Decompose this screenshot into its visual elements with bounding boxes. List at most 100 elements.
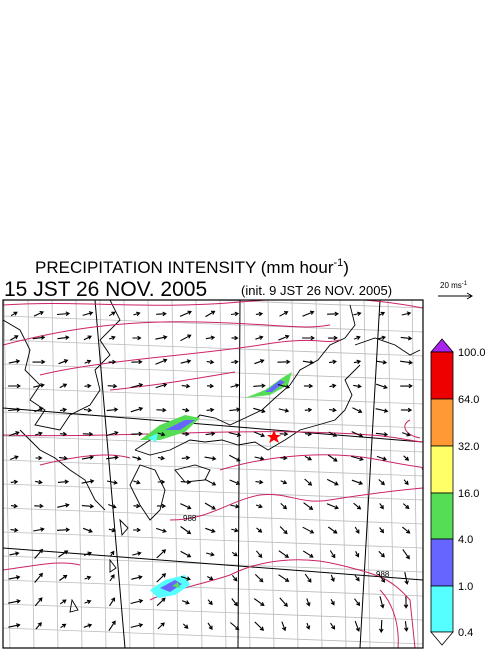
vector-legend-text: 20 ms	[440, 281, 462, 290]
colorbar-segment	[430, 351, 454, 400]
wind-arrow	[9, 431, 20, 437]
wind-arrow	[255, 335, 264, 340]
wind-arrow	[400, 335, 413, 341]
wind-arrow	[256, 527, 263, 533]
wind-arrow	[403, 479, 409, 486]
wind-arrow	[133, 527, 141, 533]
wind-arrow	[205, 310, 216, 318]
wind-arrow	[329, 383, 337, 389]
wind-arrow	[35, 455, 43, 461]
wind-arrow	[10, 527, 19, 533]
wind-arrow	[108, 311, 116, 317]
wind-arrow	[376, 383, 388, 390]
wind-arrow	[230, 311, 240, 317]
wind-arrow	[353, 383, 362, 389]
wind-arrow	[280, 502, 288, 510]
wind-arrow	[231, 574, 238, 582]
wind-arrow	[56, 527, 71, 533]
wind-arrow	[353, 359, 362, 365]
wind-arrow	[329, 550, 336, 559]
wind-arrow	[302, 526, 315, 534]
wind-arrow	[378, 311, 386, 316]
wind-arrow	[376, 360, 388, 365]
wind-arrow	[378, 573, 386, 583]
wind-arrow	[204, 478, 217, 486]
wind-arrow	[231, 527, 239, 533]
title-end: )	[343, 258, 349, 277]
wind-arrow	[352, 407, 363, 414]
grid-line	[3, 579, 423, 597]
wind-arrow	[182, 623, 189, 629]
wind-arrow	[304, 478, 313, 486]
wind-arrow	[402, 549, 410, 560]
wind-arrow	[180, 526, 192, 535]
wind-arrow	[327, 311, 339, 317]
wind-arrow	[403, 455, 410, 461]
wind-arrow	[10, 335, 19, 341]
colorbar-label: 64.0	[458, 394, 479, 406]
wind-arrow	[303, 383, 314, 389]
wind-arrow	[182, 407, 190, 413]
wind-arrow	[328, 431, 338, 437]
wind-arrow	[60, 623, 67, 629]
isobar-label: 988	[376, 570, 390, 579]
wind-arrow	[156, 597, 166, 607]
wind-arrow	[156, 407, 167, 413]
wind-arrow	[302, 550, 314, 558]
wind-arrow	[81, 503, 95, 509]
title-text: PRECIPITATION INTENSITY (mm hour	[35, 258, 334, 277]
wind-arrow	[35, 622, 42, 630]
wind-arrow	[229, 479, 241, 486]
wind-arrow	[351, 455, 364, 462]
wind-arrow	[231, 359, 239, 365]
coastline	[3, 300, 421, 613]
colorbar-segment	[430, 585, 454, 633]
wind-arrow	[375, 408, 389, 413]
wind-arrow	[330, 622, 336, 630]
grid-line	[3, 507, 423, 525]
grid-line	[219, 300, 227, 648]
wind-arrow	[156, 549, 167, 559]
grid-line	[51, 300, 59, 648]
wind-arrow	[229, 407, 241, 412]
wind-arrow	[402, 503, 410, 510]
wind-arrow	[400, 360, 413, 365]
wind-arrow	[330, 574, 335, 582]
colorbar-label: 1.0	[458, 581, 473, 593]
wind-arrow	[157, 622, 165, 630]
wind-arrow	[353, 311, 362, 316]
map-area: 988 988	[3, 300, 423, 648]
wind-vectors	[7, 310, 413, 634]
wind-arrow	[182, 431, 190, 437]
title-exponent: -1	[333, 257, 343, 269]
map-frame	[2, 299, 424, 649]
wind-arrow	[130, 382, 144, 389]
wind-arrow	[254, 359, 265, 365]
wind-arrow	[35, 479, 43, 485]
wind-arrow	[155, 382, 168, 389]
wind-arrow	[253, 383, 266, 389]
grid-line	[171, 300, 179, 648]
wind-arrow	[376, 455, 387, 461]
wind-arrow	[83, 335, 92, 341]
colorbar-segment	[430, 538, 454, 587]
wind-arrow	[8, 623, 21, 628]
wind-arrow	[83, 551, 93, 556]
wind-arrow	[230, 504, 240, 509]
wind-arrow	[329, 359, 337, 365]
wind-arrow	[255, 550, 263, 559]
wind-arrow	[10, 311, 18, 317]
wind-arrow	[255, 311, 264, 317]
wind-arrow	[355, 551, 360, 558]
wind-arrow	[9, 455, 19, 461]
wind-arrow	[206, 383, 215, 389]
valid-time: 15 JST 26 NOV. 2005	[4, 278, 207, 301]
wind-arrow	[131, 359, 143, 365]
wind-arrow	[8, 407, 21, 412]
wind-arrow	[84, 383, 92, 389]
wind-arrow	[108, 527, 117, 533]
wind-arrow	[179, 310, 192, 317]
wind-arrow	[32, 359, 46, 365]
wind-arrow	[304, 431, 313, 437]
